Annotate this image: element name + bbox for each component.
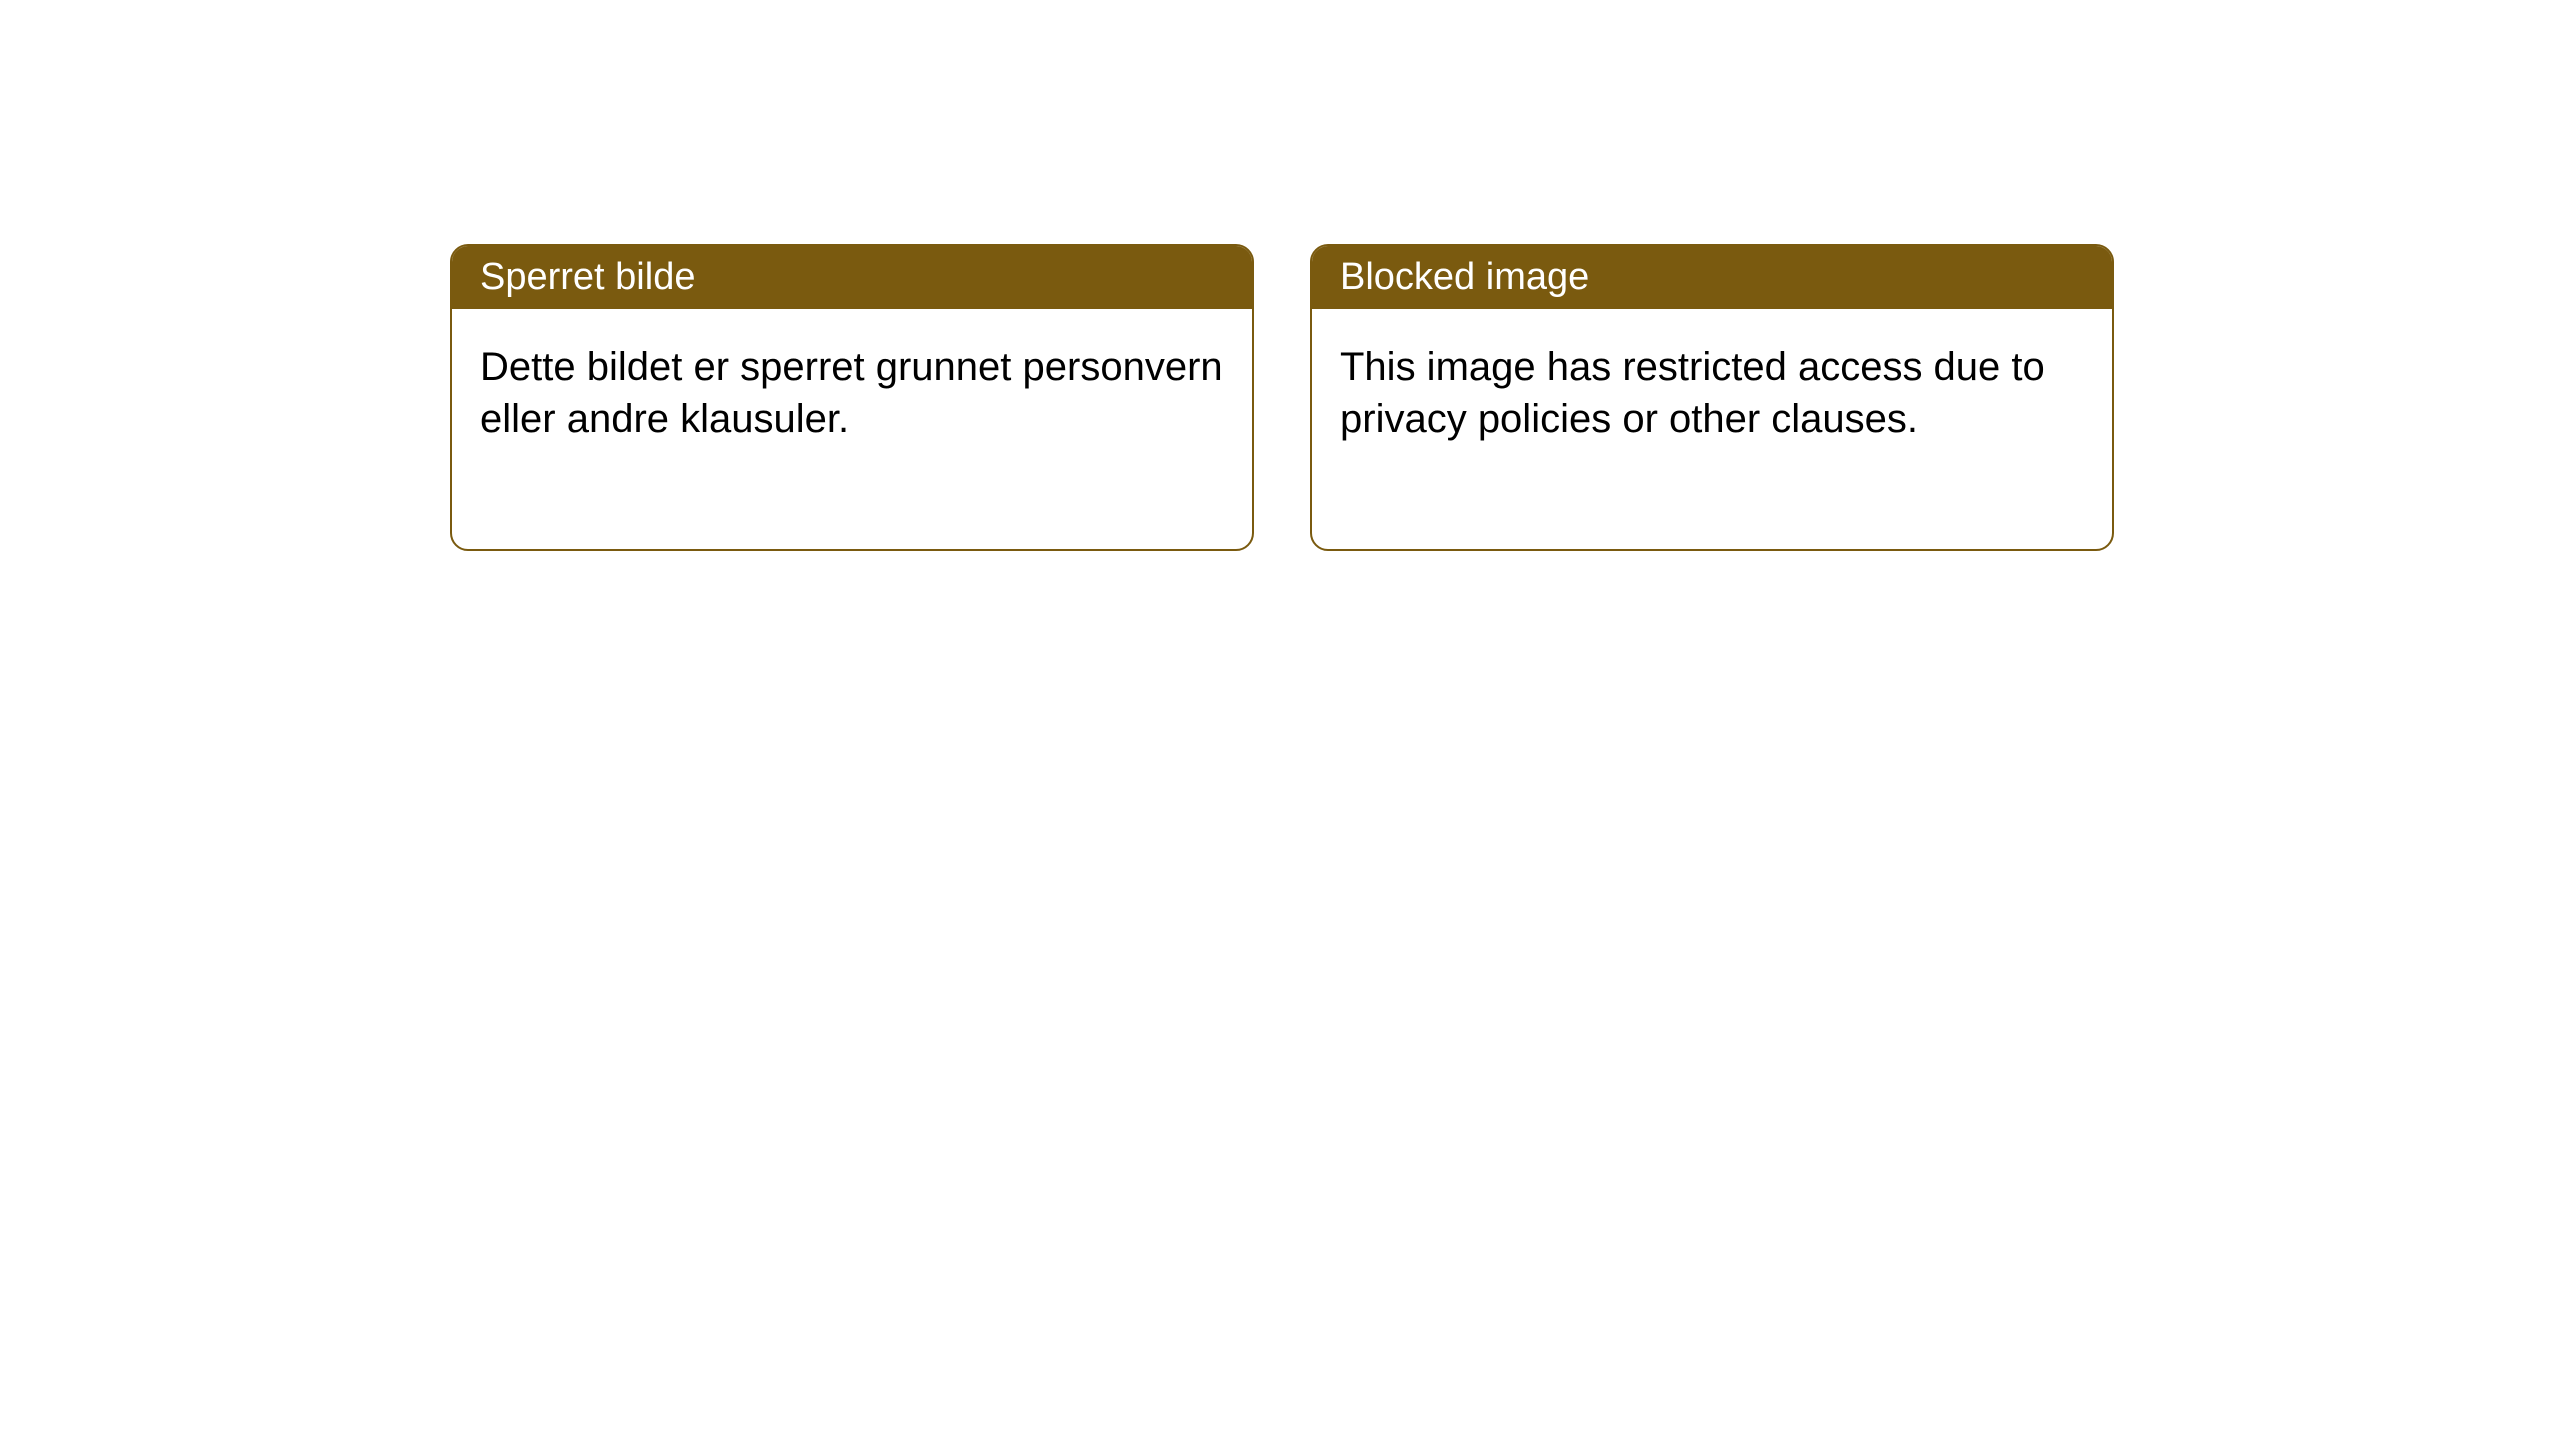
notice-container: Sperret bilde Dette bildet er sperret gr… [450,244,2114,551]
notice-body: Dette bildet er sperret grunnet personve… [452,309,1252,549]
notice-title: Sperret bilde [452,246,1252,309]
notice-card-english: Blocked image This image has restricted … [1310,244,2114,551]
notice-card-norwegian: Sperret bilde Dette bildet er sperret gr… [450,244,1254,551]
notice-title: Blocked image [1312,246,2112,309]
notice-body: This image has restricted access due to … [1312,309,2112,549]
